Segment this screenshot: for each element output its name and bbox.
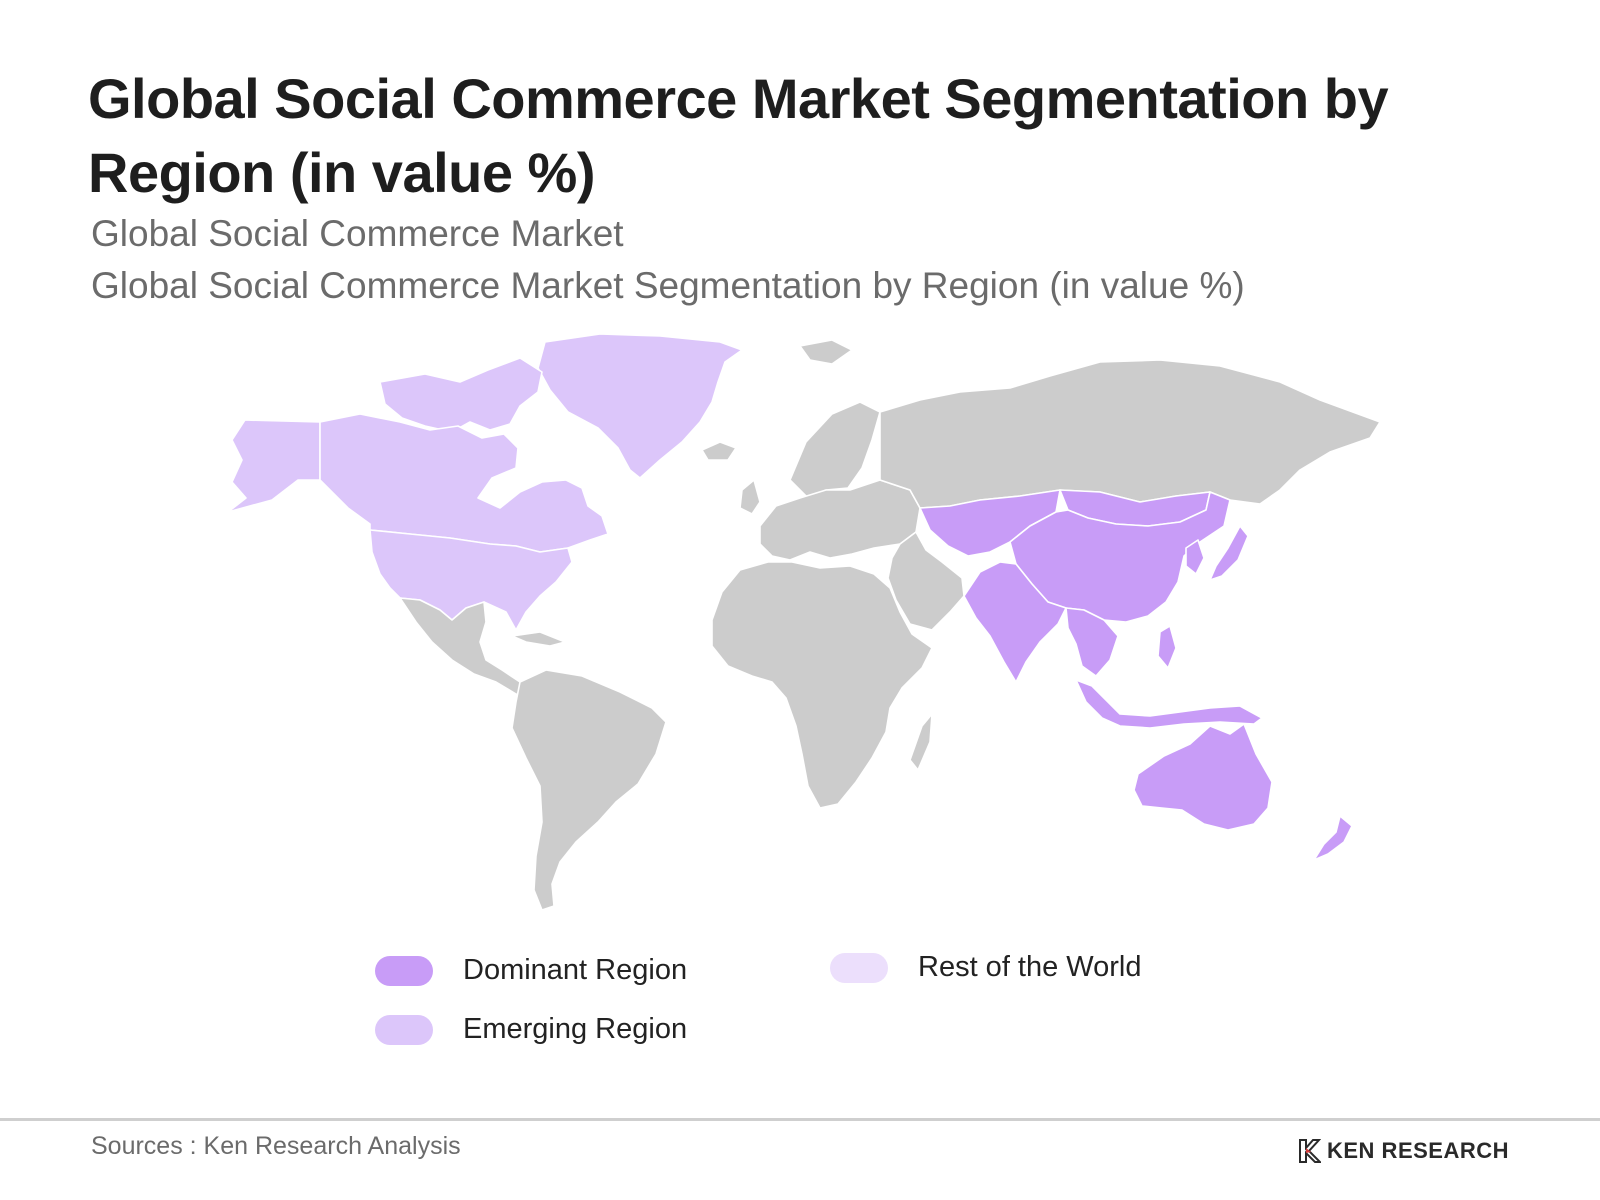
madagascar [909,713,933,771]
caribbean [511,631,566,647]
middle-east [887,531,965,631]
ken-research-logo: KEN RESEARCH [1297,1138,1509,1164]
europe [759,479,921,561]
south-america [511,669,667,911]
ken-research-logo-icon [1299,1139,1321,1163]
subtitle-segmentation: Global Social Commerce Market Segmentati… [91,265,1245,306]
mexico-central-america [399,597,539,703]
australia [1133,723,1273,831]
source-text: Sources : Ken Research Analysis [91,1132,461,1160]
subtitle-market: Global Social Commerce Market [91,213,624,254]
legend-label-dominant: Dominant Region [463,954,688,986]
greenland [537,333,743,479]
southeast-asia [1065,607,1119,677]
iceland [701,441,737,461]
canada [319,413,609,553]
legend-swatch-rest-of-world [830,952,888,983]
svalbard [799,339,853,365]
legend-item-rest-of-world: Rest of the World [830,951,1142,984]
legend-swatch-dominant [375,955,433,986]
arctic-islands [379,357,543,433]
india-south-asia [963,561,1067,683]
legend-label-emerging: Emerging Region [463,1013,688,1045]
legend-item-dominant: Dominant Region [375,954,687,987]
united-states [369,529,573,631]
philippines [1157,625,1177,669]
new-zealand [1313,815,1353,861]
legend-swatch-emerging [375,1014,433,1045]
uk-ireland [739,479,761,515]
scandinavia [789,401,881,499]
russia [879,359,1381,509]
japan [1209,525,1249,581]
africa [711,561,933,809]
legend-item-emerging: Emerging Region [375,1013,687,1046]
chart-title: Global Social Commerce Market Segmentati… [88,67,1389,204]
indonesia [1075,679,1263,729]
world-map [220,330,1400,930]
logo-text: KEN RESEARCH [1327,1138,1510,1163]
alaska [227,419,321,513]
korea [1185,539,1205,575]
footer-divider [0,1118,1600,1121]
legend-label-rest-of-world: Rest of the World [918,951,1142,983]
